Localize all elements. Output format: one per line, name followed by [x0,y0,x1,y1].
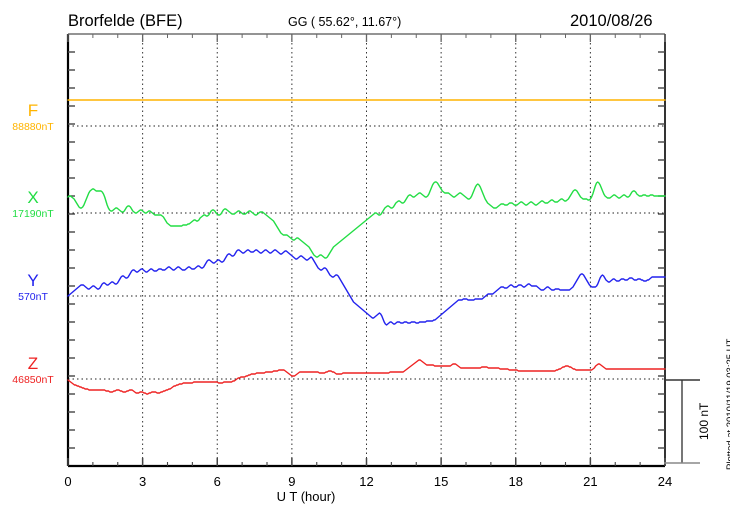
x-tick-label: 12 [359,474,373,489]
component-label-z: Z 46850nT [0,355,66,386]
x-tick-labels: 0 3 6 9 12 15 18 21 24 [64,474,672,489]
trace-layer [67,99,666,395]
trace-z [67,359,666,395]
component-label-f: F 88880nT [0,102,66,133]
component-baseline-z: 46850nT [12,374,54,386]
scale-bar [664,379,700,464]
component-label-x: X 17190nT [0,189,66,220]
x-tick-label: 21 [583,474,597,489]
x-tick-label: 18 [509,474,523,489]
component-baseline-x: 17190nT [12,208,54,220]
grid-layer [142,34,591,466]
component-baseline-f: 88880nT [12,121,54,133]
station-name: Brorfelde (BFE) [68,12,183,30]
trace-x [67,181,666,259]
axis-ticks [67,34,666,466]
x-tick-label: 3 [139,474,146,489]
scale-bar-label: 100 nT [697,402,711,440]
baseline-layer [68,125,665,380]
observation-date: 2010/08/26 [570,12,653,30]
x-tick-label: 6 [214,474,221,489]
component-label-y: Y 570nT [0,272,66,303]
x-tick-label: 24 [658,474,672,489]
component-baseline-y: 570nT [18,291,48,303]
component-symbol-x: X [27,188,39,207]
x-tick-label: 9 [288,474,295,489]
trace-y [67,249,666,326]
component-symbol-f: F [27,101,39,120]
x-axis-title: U T (hour) [0,489,730,504]
component-symbol-z: Z [27,354,39,373]
x-axis-title-text: U T (hour) [276,489,336,504]
x-tick-label: 15 [434,474,448,489]
x-tick-label: 0 [64,474,71,489]
component-symbol-y: Y [27,271,39,290]
geographic-coordinates: GG ( 55.62°, 11.67°) [288,15,402,29]
plot-timestamp: Plotted at 2010/11/19 03:25 UT [725,338,730,470]
